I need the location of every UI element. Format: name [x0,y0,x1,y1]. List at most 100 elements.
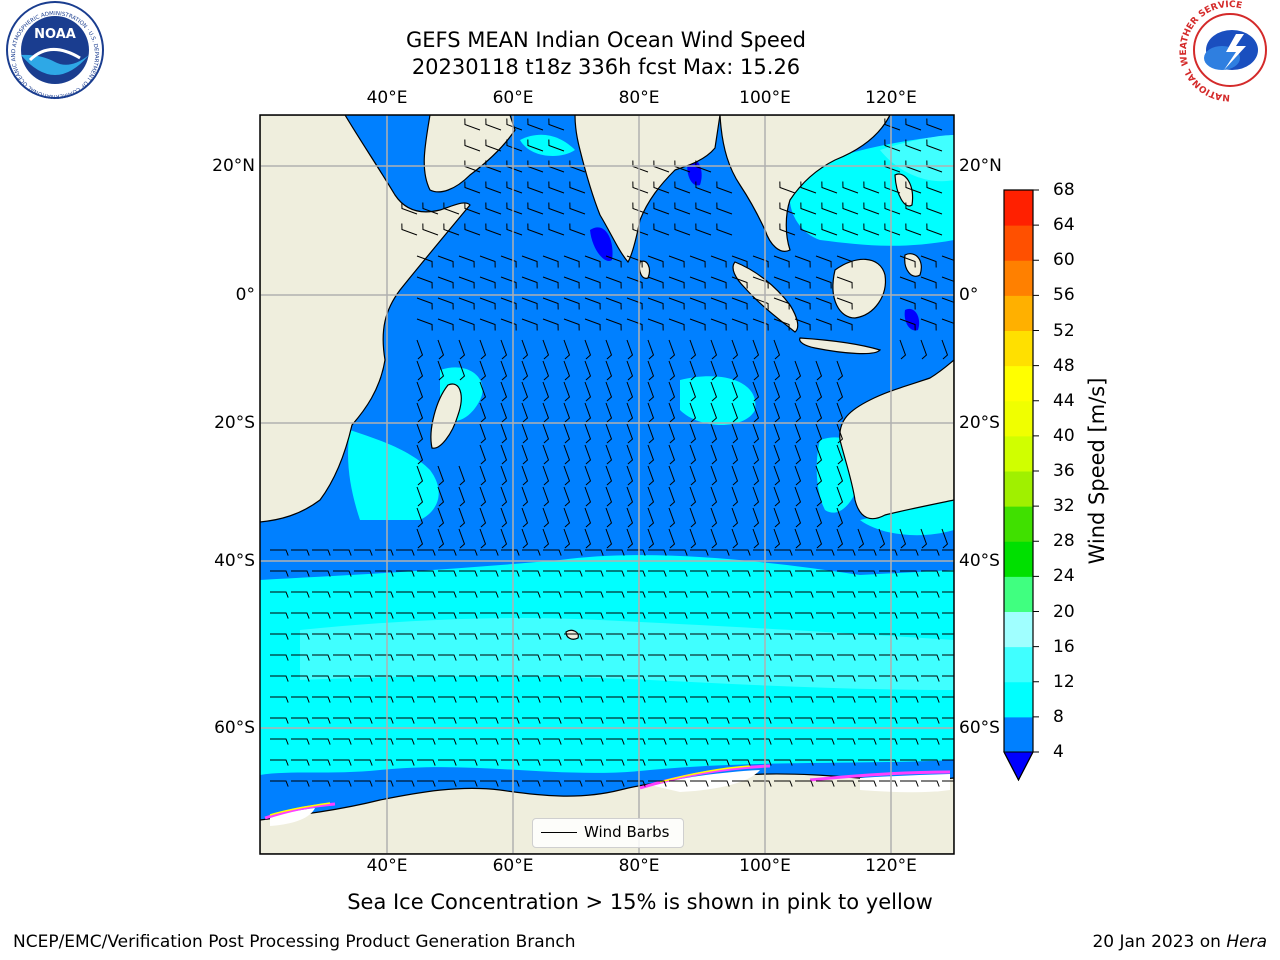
wind-barb [291,549,310,556]
wind-barb [606,696,625,703]
wind-barb [333,591,352,598]
wind-barb [584,486,592,507]
wind-barb [899,276,916,289]
madagascar-land [430,383,462,449]
wind-barb [563,360,571,381]
wind-barb [753,759,772,766]
wind-barb [942,696,954,698]
wind-barb [674,223,691,236]
wind-barb [710,486,718,507]
wind-barb [543,654,562,661]
wind-barb [921,549,940,556]
wind-barb [668,339,676,360]
wind-barb [542,486,550,507]
wind-barb [689,507,697,528]
wind-barb [836,360,844,381]
wind-barb [506,181,523,194]
wind-barb [921,633,940,640]
wind-barb [752,318,769,331]
wind-barb [312,738,331,745]
wind-barb [858,675,877,682]
wind-barb [800,202,817,215]
colorbar-segment [1004,365,1033,402]
wind-barb [291,570,310,577]
colorbar-frame [1003,189,1034,782]
wind-barb [522,633,541,640]
wind-barb [563,444,571,465]
wind-barb [480,591,499,598]
wind-barb [270,654,289,661]
wind-barb [438,675,457,682]
wind-barb [480,717,499,724]
wind-barb [710,528,718,549]
colorbar-tick-label: 20 [1053,601,1075,622]
wind-barb [653,223,670,236]
wind-barb [648,654,667,661]
wind-barb [732,675,751,682]
wind-barb [648,549,667,556]
wind-barb [626,423,634,444]
colorbar-tick-label: 52 [1053,320,1075,341]
wind-barb [506,202,523,215]
wind-barb [417,612,436,619]
wind-barb [816,738,835,745]
wind-barb [500,444,508,465]
wind-barb [333,675,352,682]
wind-barb [437,297,454,310]
wind-barb [690,717,709,724]
wind-barb [375,633,394,640]
wind-barb [501,549,520,556]
wind-barb [563,318,580,331]
lat-label-left-0: 0° [235,285,255,305]
wind-barb [773,360,781,381]
wind-barb [942,780,954,782]
wind-barb [815,528,823,549]
wind-barb [669,675,688,682]
wind-barb [648,738,667,745]
colorbar-tick-label: 24 [1053,566,1075,587]
wind-barb [647,255,664,268]
sea-ice-high [269,765,751,816]
wind-barb [501,738,520,745]
wind-barb [731,444,739,465]
wind-barb [800,223,817,236]
wind-barb [879,591,898,598]
wind-barb [527,202,544,215]
wind-barb [464,181,481,194]
wind-barb [648,633,667,640]
wind-barb [500,465,508,486]
colorbar-segment [1004,611,1033,648]
wind-barb [527,118,544,131]
wind-barb [837,633,856,640]
wind-barb [396,549,415,556]
wind-barb [606,549,625,556]
wind-barb [584,402,592,423]
wind-barb [842,202,859,215]
wind-barb [396,717,415,724]
wind-barb [732,570,751,577]
wind-barb [632,223,649,236]
wind-barb [438,612,457,619]
wind-barb [690,696,709,703]
colorbar-tick-label: 16 [1053,636,1075,657]
wind-barb [710,318,727,331]
wind-barb [731,318,748,331]
wind-barb [417,738,436,745]
wind-barb [500,381,508,402]
wind-barb [900,549,919,556]
wind-barb [648,570,667,577]
wind-barb [816,570,835,577]
wind-barb [779,202,796,215]
wind-barb [920,318,937,331]
wind-barb [710,465,718,486]
wind-barb [632,202,649,215]
wind-barb [879,570,898,577]
wind-barb [522,759,541,766]
wind-barb [689,276,706,289]
lat-label-left-20s: 20°S [214,413,255,433]
wind-barb [731,423,739,444]
wind-barb [837,570,856,577]
wind-barb [437,486,445,507]
wind-barb [542,465,550,486]
wind-barb [899,528,907,549]
